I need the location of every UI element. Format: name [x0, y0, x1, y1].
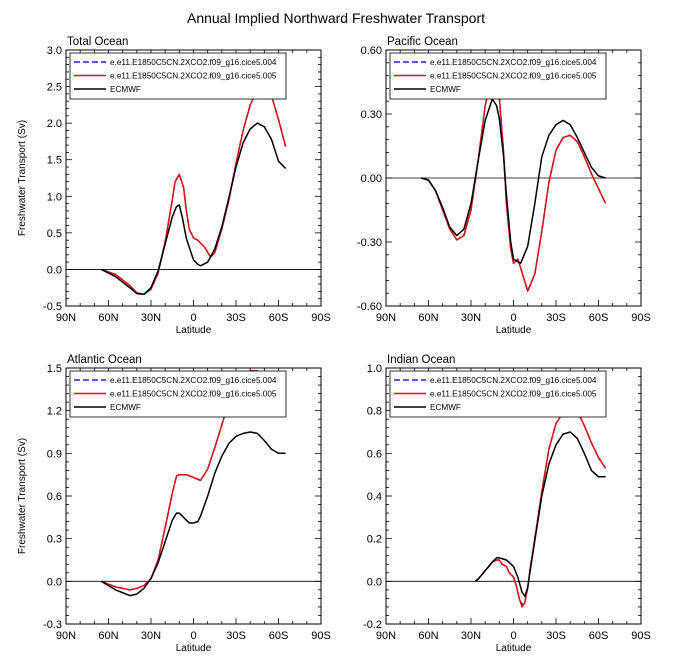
x-tick-label: 30S — [226, 312, 246, 324]
y-tick-label: -0.2 — [363, 619, 382, 631]
x-tick-label: 60S — [589, 312, 609, 324]
x-tick-label: 30S — [546, 312, 566, 324]
x-axis-label: Latitude — [496, 643, 532, 654]
y-tick-label: 1.0 — [367, 363, 382, 375]
y-tick-label: 1.0 — [47, 191, 62, 203]
y-tick-label: 0.60 — [361, 45, 382, 57]
series-line-3 — [101, 122, 287, 296]
panel-2: 90N 60N 30N 0 30S 60S 90S -0.60 -0.30 0.00 0.30 0.6… — [357, 36, 651, 336]
figure-title: Annual Implied Northward Freshwater Tran… — [187, 10, 485, 26]
panel-3: 90N 60N 30N 0 30S 60S 90S -0.3 0.0 0.3 0.6 0.9 1.2 1.… — [17, 354, 331, 654]
legend: e.e11.E1850C5CN.2XCO2.f09_g16.cice5.004e… — [69, 52, 287, 100]
x-tick-label: 0 — [510, 312, 516, 324]
x-tick-label: 90N — [56, 312, 76, 324]
y-tick-label: 0.2 — [367, 534, 382, 546]
x-tick-label: 60S — [269, 312, 289, 324]
x-tick-label: 30N — [141, 312, 161, 324]
x-tick-label: 90S — [311, 630, 331, 642]
x-tick-label: 30N — [141, 630, 161, 642]
y-tick-label: 0.0 — [47, 576, 62, 588]
legend-label: e.e11.E1850C5CN.2XCO2.f09_g16.cice5.004 — [430, 58, 597, 67]
y-tick-label: -0.60 — [357, 301, 382, 313]
legend-label: e.e11.E1850C5CN.2XCO2.f09_g16.cice5.005 — [430, 390, 597, 399]
y-axis-label: Freshwater Transport (Sv) — [17, 438, 28, 554]
panel-1: 90N 60N 30N 0 30S 60S 90S -0.5 0.0 0.5 1.0 1.5 2.0 2.… — [17, 36, 331, 336]
legend-label: e.e11.E1850C5CN.2XCO2.f09_g16.cice5.005 — [110, 390, 277, 399]
legend-label: e.e11.E1850C5CN.2XCO2.f09_g16.cice5.004 — [110, 376, 277, 385]
x-tick-label: 90N — [376, 312, 396, 324]
panel-title: Indian Ocean — [387, 354, 455, 366]
x-tick-label: 60S — [269, 630, 289, 642]
y-axis-label: Freshwater Transport (Sv) — [17, 120, 28, 236]
y-tick-label: 0.9 — [47, 448, 62, 460]
series-line-3 — [474, 431, 606, 598]
x-axis-label: Latitude — [496, 325, 532, 336]
x-tick-label: 90N — [56, 630, 76, 642]
panel-title: Total Ocean — [67, 36, 128, 48]
y-tick-label: 0.30 — [361, 109, 382, 121]
x-tick-label: 0 — [190, 630, 196, 642]
legend-label: e.e11.E1850C5CN.2XCO2.f09_g16.cice5.005 — [430, 72, 597, 81]
legend-label: ECMWF — [430, 85, 461, 94]
y-tick-label: 0.6 — [47, 491, 62, 503]
x-tick-label: 0 — [510, 630, 516, 642]
x-tick-label: 60S — [589, 630, 609, 642]
panel-title: Atlantic Ocean — [67, 354, 142, 366]
y-tick-label: 0.0 — [367, 576, 382, 588]
y-tick-label: 1.2 — [47, 406, 62, 418]
x-tick-label: 30N — [461, 630, 481, 642]
legend-label: e.e11.E1850C5CN.2XCO2.f09_g16.cice5.004 — [430, 376, 597, 385]
panels: 90N 60N 30N 0 30S 60S 90S -0.5 0.0 0.5 1.0 1.5 2.0 2.… — [17, 36, 651, 654]
x-tick-label: 90N — [376, 630, 396, 642]
x-tick-label: 90S — [311, 312, 331, 324]
series-line-1 — [101, 85, 287, 296]
panel-4: 90N 60N 30N 0 30S 60S 90S -0.2 0.0 0.2 0.4 0.6 0.8 1.… — [363, 354, 651, 654]
y-tick-label: -0.3 — [43, 619, 62, 631]
y-tick-label: 1.5 — [47, 155, 62, 167]
y-tick-label: 0.3 — [47, 534, 62, 546]
x-tick-label: 60N — [418, 312, 438, 324]
x-tick-label: 0 — [190, 312, 196, 324]
series-line-3 — [101, 431, 286, 597]
x-tick-label: 30N — [461, 312, 481, 324]
x-tick-label: 90S — [631, 630, 651, 642]
x-tick-label: 60N — [418, 630, 438, 642]
series-line-3 — [421, 98, 606, 265]
legend-label: ECMWF — [110, 403, 141, 412]
y-tick-label: 1.5 — [47, 363, 62, 375]
y-tick-label: 2.0 — [47, 118, 62, 130]
y-tick-label: 0.4 — [367, 491, 382, 503]
x-tick-label: 90S — [631, 312, 651, 324]
series-line-2 — [421, 74, 607, 292]
y-tick-label: -0.5 — [43, 301, 62, 313]
x-tick-label: 30S — [546, 630, 566, 642]
y-tick-label: 2.5 — [47, 82, 62, 94]
legend-label: ECMWF — [110, 85, 141, 94]
x-tick-label: 30S — [226, 630, 246, 642]
legend: e.e11.E1850C5CN.2XCO2.f09_g16.cice5.004e… — [389, 370, 607, 418]
x-axis-label: Latitude — [176, 325, 212, 336]
y-tick-label: 0.00 — [361, 173, 382, 185]
x-tick-label: 60N — [98, 630, 118, 642]
legend-label: e.e11.E1850C5CN.2XCO2.f09_g16.cice5.005 — [110, 72, 277, 81]
y-tick-label: 3.0 — [47, 45, 62, 57]
y-tick-label: 0.8 — [367, 406, 382, 418]
y-tick-label: -0.30 — [357, 237, 382, 249]
panel-title: Pacific Ocean — [387, 36, 458, 48]
x-axis-label: Latitude — [176, 643, 212, 654]
legend: e.e11.E1850C5CN.2XCO2.f09_g16.cice5.004e… — [69, 370, 287, 418]
legend-label: ECMWF — [430, 403, 461, 412]
legend-label: e.e11.E1850C5CN.2XCO2.f09_g16.cice5.004 — [110, 58, 277, 67]
series-line-2 — [101, 85, 287, 296]
y-tick-label: 0.5 — [47, 228, 62, 240]
y-tick-label: 0.0 — [47, 264, 62, 276]
legend: e.e11.E1850C5CN.2XCO2.f09_g16.cice5.004e… — [389, 52, 607, 100]
x-tick-label: 60N — [98, 312, 118, 324]
y-tick-label: 0.6 — [367, 448, 382, 460]
